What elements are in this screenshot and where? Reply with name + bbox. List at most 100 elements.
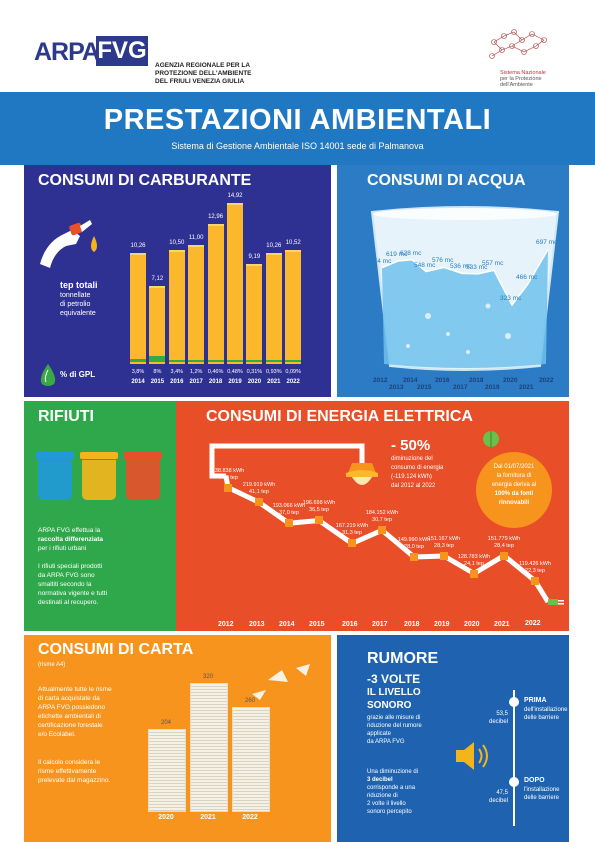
energy-point bbox=[410, 552, 418, 561]
renewable-line-2: la fornitura di bbox=[496, 473, 532, 479]
paper-value-label: 260 bbox=[244, 697, 255, 704]
paper-year-label: 2020 bbox=[158, 814, 174, 821]
waste-p2-line-4: normativa vigente e tutti bbox=[38, 590, 108, 597]
energy-year-label: 2021 bbox=[494, 621, 510, 628]
paper-value-label: 204 bbox=[160, 720, 171, 726]
fuel-year-label: 2021 bbox=[267, 379, 281, 385]
energy-year-label: 2018 bbox=[404, 621, 420, 628]
energy-year-label: 2013 bbox=[249, 621, 265, 628]
energy-kwh-label: 219.919 kWh bbox=[242, 482, 276, 489]
energy-point bbox=[224, 483, 232, 492]
waste-bin-lid bbox=[36, 452, 74, 459]
noise-desc-2: riduzione del rumore bbox=[367, 723, 422, 729]
fuel-bar bbox=[207, 224, 224, 364]
fuel-unit-desc-2: di petrolio bbox=[60, 301, 91, 308]
waste-p2-line-5: destinati al recupero. bbox=[38, 599, 99, 606]
energy-kwh-label: 196.698 kWh bbox=[302, 500, 336, 507]
water-year-label: 2018 bbox=[469, 377, 484, 384]
gpl-value-label: 0,48% bbox=[227, 369, 243, 375]
energy-tep-label: 36,5 tep bbox=[309, 507, 329, 514]
noise-desc2-2: 3 decibel bbox=[367, 777, 393, 783]
water-value-label: 536 mc bbox=[450, 263, 472, 271]
fuel-year-label: 2022 bbox=[286, 379, 300, 385]
noise-before-marker bbox=[509, 697, 519, 707]
gpl-value-label: 3,8% bbox=[131, 369, 145, 375]
fuel-bar-label: 10,26 bbox=[130, 242, 146, 249]
paper-p1-line-3: ARPA FVG possiedono bbox=[38, 704, 106, 711]
water-glass-icon bbox=[370, 206, 560, 371]
energy-point bbox=[378, 526, 386, 535]
fuel-title: CONSUMI DI CARBURANTE bbox=[38, 172, 252, 189]
fuel-bar bbox=[265, 252, 282, 364]
gpl-value-label: 0,31% bbox=[246, 369, 263, 375]
waste-bin-lid bbox=[124, 452, 162, 459]
noise-after-unit: decibel bbox=[488, 798, 508, 804]
noise-headline-1: -3 VOLTE bbox=[367, 672, 421, 686]
energy-tep-label: 31,3 tep bbox=[342, 530, 362, 537]
fuel-bar-label: 7,12 bbox=[151, 276, 164, 283]
noise-before-desc-1: dell'installazione bbox=[524, 707, 568, 713]
gpl-value-label: 0,46% bbox=[207, 369, 224, 375]
water-year-label: 2020 bbox=[503, 377, 518, 384]
energy-year-label: 2015 bbox=[309, 621, 325, 628]
paper-p2-line-2: risme effettivamente bbox=[38, 768, 97, 775]
water-value-label: 533 mc bbox=[466, 263, 488, 271]
energy-reduction-desc-4: dal 2012 al 2022 bbox=[391, 483, 436, 489]
fuel-bar-label: 10,26 bbox=[266, 242, 282, 249]
noise-before-desc-2: delle barriere bbox=[524, 715, 560, 721]
waste-bin bbox=[38, 460, 72, 500]
agency-line-3: DEL FRIULI VENEZIA GIULIA bbox=[155, 78, 245, 85]
fuel-bar bbox=[149, 286, 166, 364]
page-subtitle: Sistema di Gestione Ambientale ISO 14001… bbox=[171, 141, 424, 151]
energy-point bbox=[315, 516, 323, 525]
energy-point bbox=[255, 498, 263, 507]
paper-p2-line-1: Il calcolo considera le bbox=[38, 759, 101, 766]
fuel-year-label: 2020 bbox=[247, 379, 262, 385]
partner-line-1: Sistema Nazionale bbox=[500, 70, 546, 76]
waste-p1-line-2: raccolta differenziata bbox=[38, 536, 104, 543]
energy-year-label: 2016 bbox=[342, 621, 358, 628]
waste-p2-line-3: smaltiti secondo la bbox=[38, 581, 92, 588]
waste-p2-line-1: I rifiuti speciali prodotti bbox=[38, 563, 103, 570]
energy-tep-label: 28,4 tep bbox=[494, 542, 514, 549]
water-year-label: 2021 bbox=[519, 384, 534, 391]
paper-stack bbox=[232, 706, 270, 812]
energy-kwh-label: 149.990 kWh bbox=[397, 536, 431, 543]
energy-point bbox=[500, 551, 508, 560]
energy-kwh-label: 167.219 kWh bbox=[335, 523, 369, 530]
noise-desc2-3: corrisponde a una bbox=[367, 785, 416, 791]
fuel-bar-label: 9,19 bbox=[248, 254, 261, 261]
energy-tep-label: 28,3 tep bbox=[434, 543, 454, 550]
water-value-label: 323 mc bbox=[500, 295, 522, 303]
fuel-bar bbox=[130, 252, 146, 364]
energy-reduction-desc-1: diminuzione del bbox=[391, 456, 433, 462]
energy-year-label: 2019 bbox=[434, 621, 450, 628]
gpl-bar bbox=[265, 360, 282, 362]
water-value-label: 574 mc bbox=[370, 257, 392, 265]
speaker-icon bbox=[456, 742, 488, 770]
noise-after-desc-2: delle barriere bbox=[524, 795, 560, 801]
energy-point bbox=[348, 539, 356, 548]
water-year-label: 2017 bbox=[453, 384, 468, 391]
paper-p1-line-4: etichette ambientali di bbox=[38, 713, 101, 720]
energy-tep-label: 37,0 tep bbox=[279, 510, 299, 517]
gpl-bar bbox=[130, 359, 146, 362]
fuel-nozzle-icon bbox=[40, 220, 97, 268]
fuel-bar bbox=[188, 245, 205, 364]
fuel-bar-label: 14,92 bbox=[227, 193, 243, 200]
page-title: PRESTAZIONI AMBIENTALI bbox=[103, 104, 492, 136]
gpl-bar bbox=[246, 360, 263, 362]
energy-tep-label: 28,0 tep bbox=[404, 543, 424, 550]
waste-p1-line-3: per i rifiuti urbani bbox=[38, 545, 87, 552]
energy-tep-label: 30,7 tep bbox=[372, 517, 392, 524]
water-title: CONSUMI DI ACQUA bbox=[367, 172, 526, 189]
fuel-bar-label: 11,00 bbox=[188, 235, 204, 242]
fuel-bar bbox=[227, 203, 243, 364]
paper-subtitle: (risme A4) bbox=[38, 662, 66, 668]
gpl-bar bbox=[285, 360, 302, 362]
paper-stack bbox=[148, 729, 186, 812]
energy-point bbox=[440, 552, 448, 561]
noise-before-unit: decibel bbox=[488, 719, 508, 725]
water-value-label: 619 mc bbox=[386, 251, 408, 259]
gpl-value-label: 0,93% bbox=[265, 369, 282, 375]
